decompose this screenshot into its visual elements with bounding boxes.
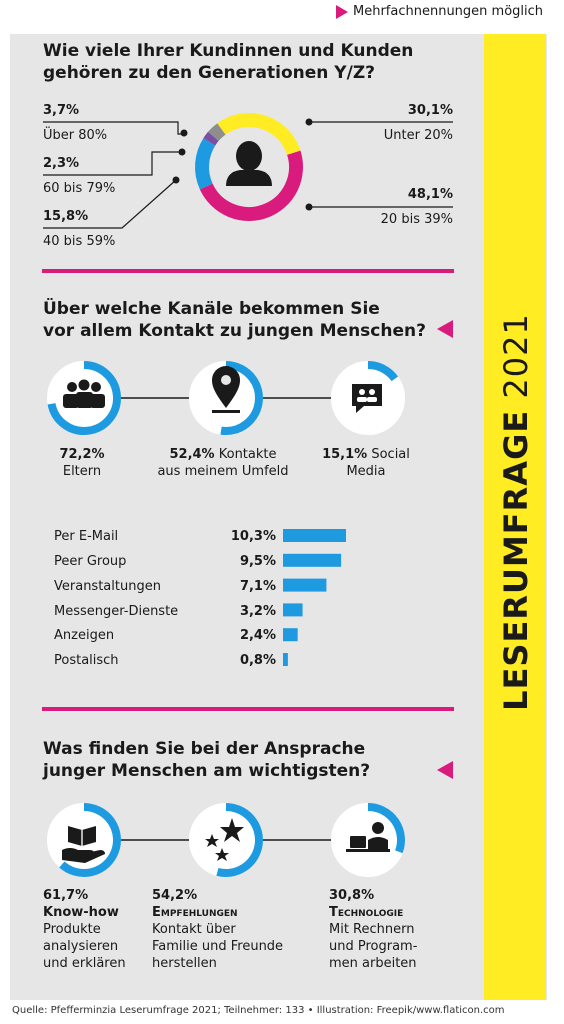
pointer-triangle-icon bbox=[437, 320, 453, 338]
bar-value-label: 7,1% bbox=[239, 579, 276, 594]
pie-value-uber80: 3,7% bbox=[43, 103, 80, 118]
bar-0 bbox=[283, 529, 346, 542]
channel-label-umfeld-2: aus meinem Umfeld bbox=[157, 464, 289, 479]
stars-icon bbox=[205, 818, 244, 861]
bar-value-label: 10,3% bbox=[230, 529, 276, 544]
pie-label-20-39: 20 bis 39% bbox=[380, 212, 453, 227]
importance-empfehlungen: 54,2% Empfehlungen Kontakt über Familie … bbox=[152, 888, 284, 971]
bar-label: Messenger-Dienste bbox=[54, 604, 179, 619]
group-icon bbox=[63, 379, 105, 408]
pie-slice-1 bbox=[199, 150, 303, 221]
section3-title: Was finden Sie bei der Ansprache junger M… bbox=[43, 739, 371, 781]
channel-label-eltern: Eltern bbox=[62, 464, 102, 479]
bar-label: Peer Group bbox=[54, 554, 127, 569]
importance-ring-0-arc bbox=[59, 803, 121, 877]
person-icon bbox=[226, 141, 272, 186]
channel-label-social-2: Media bbox=[346, 464, 386, 479]
section-divider bbox=[42, 707, 454, 711]
bar-label: Anzeigen bbox=[54, 628, 115, 643]
computer-user-icon bbox=[346, 822, 390, 852]
bar-value-label: 0,8% bbox=[239, 653, 276, 668]
section2-title: Über welche Kanäle bekommen Sie vor allem… bbox=[43, 299, 426, 341]
pie-slice-0 bbox=[217, 113, 301, 156]
pie-label-unter20: Unter 20% bbox=[383, 128, 453, 143]
leader-lines bbox=[43, 118, 453, 229]
channel-ring-0-arc bbox=[47, 361, 121, 435]
bar-3 bbox=[283, 603, 303, 617]
pie-slice-4 bbox=[208, 123, 226, 142]
bar-4 bbox=[283, 628, 298, 642]
pie-value-unter20: 30,1% bbox=[407, 103, 453, 118]
bar-label: Postalisch bbox=[54, 653, 119, 668]
channel-ring-1-arc bbox=[220, 361, 263, 435]
bar-chart bbox=[283, 529, 346, 666]
donut-chart bbox=[195, 113, 303, 221]
bar-value-label: 2,4% bbox=[239, 628, 276, 643]
pie-slice-3 bbox=[203, 131, 219, 146]
pie-label-60-79: 60 bis 79% bbox=[43, 181, 116, 196]
bar-label: Per E-Mail bbox=[54, 529, 119, 544]
importance-technologie: 30,8% Technologie Mit Rechnern und Progr… bbox=[329, 888, 418, 971]
importance-ring-1-arc bbox=[216, 803, 263, 877]
bar-value-label: 9,5% bbox=[239, 554, 276, 569]
pie-slice-2 bbox=[195, 138, 216, 190]
sidebar-band bbox=[484, 34, 546, 1000]
pie-value-60-79: 2,3% bbox=[43, 156, 80, 171]
progress-rings bbox=[47, 361, 405, 877]
pie-label-40-59: 40 bis 59% bbox=[43, 234, 116, 249]
importance-ring-2-arc bbox=[367, 803, 405, 854]
pie-value-40-59: 15,8% bbox=[43, 209, 89, 224]
channel-label-social: 15,1% Social bbox=[322, 447, 410, 462]
pointer-triangle-icon bbox=[437, 761, 453, 779]
source-note: Quelle: Pfefferminzia Leserumfrage 2021;… bbox=[12, 1005, 505, 1016]
location-pin-icon bbox=[212, 366, 240, 413]
bar-1 bbox=[283, 553, 342, 567]
importance-knowhow: 61,7% Know-how Produkte analysieren und … bbox=[43, 888, 126, 971]
pie-value-20-39: 48,1% bbox=[407, 187, 453, 202]
social-media-icon bbox=[352, 384, 382, 413]
bar-label: Veranstaltungen bbox=[54, 579, 161, 594]
book-hand-icon bbox=[62, 826, 105, 863]
bar-value-label: 3,2% bbox=[239, 604, 276, 619]
channel-ring-2-arc bbox=[367, 361, 399, 382]
channel-pct-eltern: 72,2% bbox=[59, 447, 105, 462]
multiple-answers-note: Mehrfachnennungen möglich bbox=[336, 4, 543, 19]
bar-5 bbox=[283, 653, 288, 666]
bar-2 bbox=[283, 578, 327, 592]
pie-label-uber80: Über 80% bbox=[43, 128, 108, 143]
section1-title: Wie viele Ihrer Kundinnen und Kunden gehö… bbox=[43, 41, 414, 83]
channel-label-umfeld: 52,4% Kontakte bbox=[169, 447, 277, 462]
triangle-icon bbox=[336, 4, 348, 19]
section-divider bbox=[42, 269, 454, 273]
